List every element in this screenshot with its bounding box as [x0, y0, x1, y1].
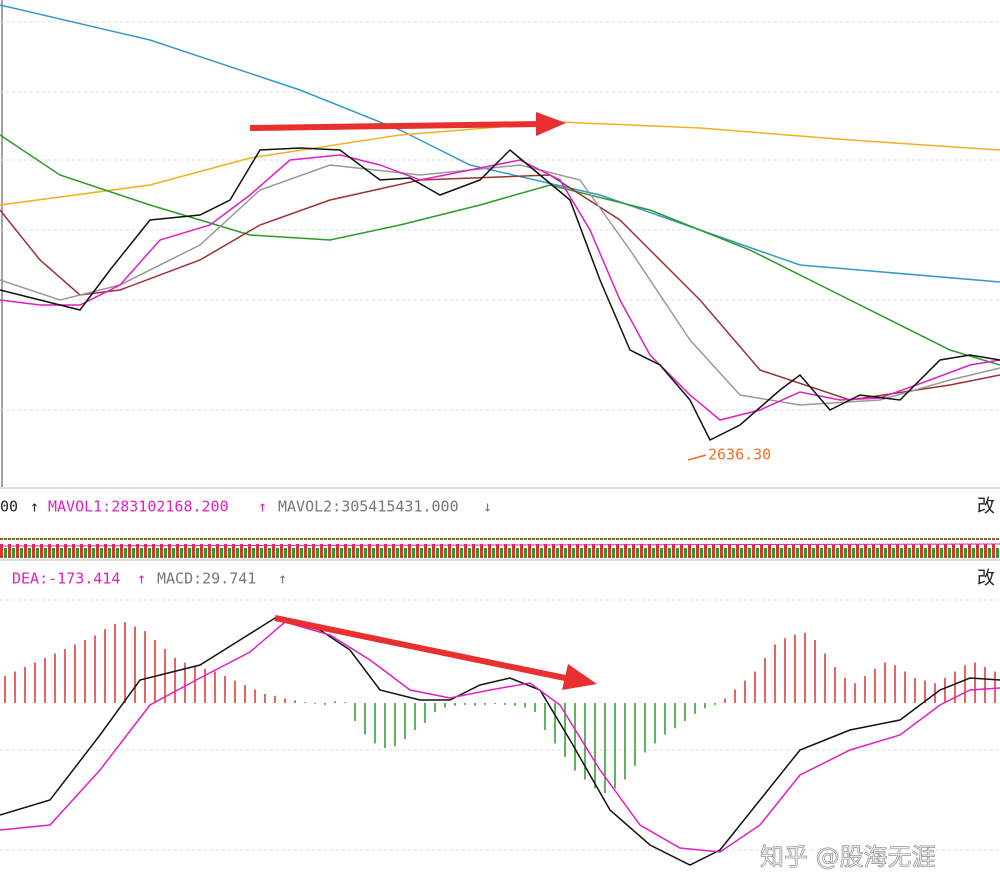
arrow: ↑	[278, 570, 287, 588]
arrow: ↑	[258, 498, 267, 516]
arrow: ↑	[137, 570, 146, 588]
settings-button[interactable]: 改	[977, 568, 995, 589]
ma-line	[0, 4, 1000, 283]
volume-header: 00 ↑ MAVOL1:283102168.200 ↑ MAVOL2:30541…	[0, 496, 995, 517]
watermark: 知乎 @股海无涯	[760, 843, 936, 871]
macd-lines	[0, 615, 1000, 866]
volume-ma	[0, 543, 1000, 547]
macd-header: DEA:-173.414 ↑ MACD:29.741 ↑ 改	[12, 568, 995, 589]
arrow: ↑	[30, 498, 39, 516]
mavol1: MAVOL1:283102168.200	[48, 498, 229, 516]
ma-line	[0, 147, 1000, 442]
dif-line	[0, 617, 1000, 866]
arrow: ↓	[483, 498, 492, 516]
mavol2: MAVOL2:305415431.000	[278, 498, 459, 516]
trend-arrow-head	[536, 112, 566, 136]
low-marker	[687, 454, 707, 461]
ma-line	[0, 121, 1000, 206]
ma-line	[0, 174, 1000, 401]
label: 00	[0, 498, 18, 516]
ma-line	[0, 134, 1000, 366]
dea: DEA:-173.414	[12, 570, 120, 588]
trend-arrow	[274, 615, 571, 682]
trend-arrow	[249, 121, 541, 131]
trend-arrow-head	[562, 664, 597, 690]
ma-line	[0, 164, 1000, 406]
macd-value: MACD:29.741	[157, 570, 256, 588]
low-label: 2636.30	[708, 446, 771, 464]
settings-button[interactable]: 改	[977, 496, 995, 517]
price-panel: 2636.30	[0, 0, 1000, 487]
volume-bars	[0, 538, 1000, 558]
dea-line	[0, 621, 1000, 853]
ma-line	[0, 154, 1000, 421]
macd-panel	[0, 599, 1000, 851]
